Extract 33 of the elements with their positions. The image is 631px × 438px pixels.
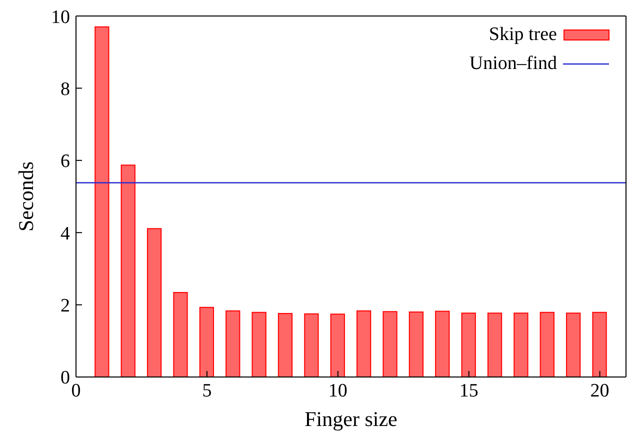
x-axis-title: Finger size [304,407,398,431]
y-axis-title: Seconds [14,162,38,232]
bar [461,312,476,377]
x-tick-label: 5 [202,380,212,402]
x-tick-label: 20 [590,380,610,402]
x-tick-label: 15 [459,380,478,402]
x-tick-label: 10 [328,380,348,402]
y-tick-label: 4 [60,223,70,244]
legend-label: Union–find [469,52,557,74]
bar [330,314,345,377]
y-tick-label: 6 [60,151,70,172]
bar [199,306,214,377]
y-tick-label: 2 [60,296,70,317]
bar [120,164,136,377]
bar [173,292,188,377]
bar [382,311,398,377]
bar [252,312,266,377]
bar [226,310,240,377]
y-tick-label: 10 [51,6,70,28]
bar [304,313,319,377]
bar [435,310,450,377]
y-tick-label: 8 [60,78,70,100]
bar [408,312,424,377]
bar [487,312,502,377]
bar [566,312,581,377]
bar [514,312,528,377]
bar [540,312,554,377]
bar [592,312,607,377]
bar [356,310,372,377]
bar [278,312,293,377]
bar [94,26,110,377]
legend-label: Skip tree [488,24,557,46]
bar [146,228,162,377]
